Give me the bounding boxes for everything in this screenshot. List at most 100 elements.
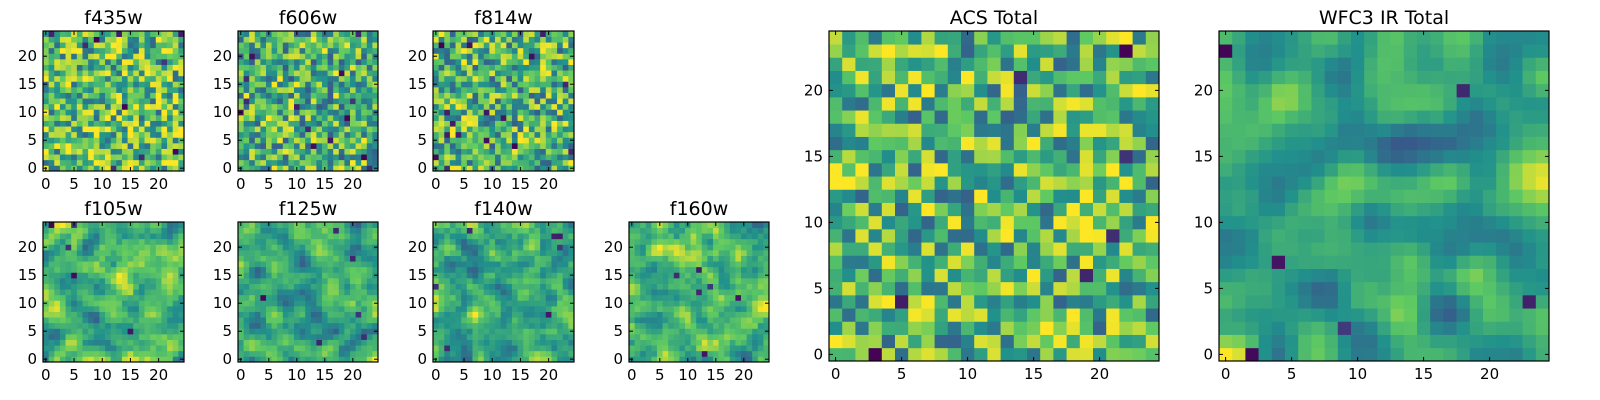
heatmap-cell [254,238,261,245]
heatmap-cell [506,289,513,296]
heatmap-cell [344,92,351,99]
heatmap-cell [338,137,345,144]
heatmap-cell [277,87,284,93]
heatmap-cell [322,59,328,65]
heatmap-cell [523,148,530,155]
heatmap-cell [316,356,323,363]
heatmap-cell [449,250,456,256]
heatmap-cell [260,154,267,161]
heatmap-cell [551,98,558,105]
heatmap-cell [344,98,351,105]
heatmap-cell [161,103,168,110]
heatmap-cell [433,120,439,127]
heatmap-cell [1000,255,1015,269]
heatmap-cell [673,272,680,279]
heatmap-cell [344,322,351,329]
heatmap-cell [150,222,157,228]
heatmap-cell [305,278,312,284]
heatmap-cell [355,283,362,290]
heatmap-cell [121,278,128,284]
heatmap-cell [294,81,300,88]
heatmap-cell [438,159,445,166]
heatmap-cell [472,278,479,284]
heatmap-cell [483,250,490,256]
heatmap-cell [662,328,669,335]
heatmap-cell [517,244,524,251]
heatmap-cell [449,81,456,88]
heatmap-cell [88,317,95,324]
heatmap-cell [540,120,547,127]
heatmap-cell [511,53,518,60]
heatmap-cell [657,317,663,324]
heatmap-cell [534,339,541,346]
heatmap-cell [506,36,513,43]
heatmap-cell [172,306,179,312]
heatmap-cell [372,227,379,234]
heatmap-cell [557,317,564,324]
heatmap-cell [144,283,151,290]
heatmap-cell [266,328,272,335]
heatmap-cell [155,159,162,166]
heatmap-cell [277,328,284,335]
heatmap-cell [724,350,731,357]
heatmap-cell [48,233,55,240]
heatmap-cell [260,131,267,138]
heatmap-cell [724,328,731,335]
heatmap-cell [511,36,518,43]
heatmap-cell [679,244,686,251]
heatmap-cell [1106,268,1120,283]
heatmap-cell [54,131,61,138]
heatmap-cell [568,98,575,105]
heatmap-cell [534,31,541,37]
heatmap-cell [433,92,439,99]
heatmap-cell [934,149,949,164]
heatmap-cell [506,159,513,166]
heatmap-cell [48,109,55,116]
heatmap-cell [568,222,575,228]
heatmap-cell [76,81,83,88]
heatmap-cell [724,322,731,329]
heatmap-cell [500,350,507,357]
heatmap-cell [88,350,95,357]
heatmap-cell [449,222,456,228]
heatmap-cell [344,131,351,138]
heatmap-cell [868,281,883,296]
heatmap-cell [523,339,530,346]
heatmap-cell [685,345,691,352]
heatmap-cell [483,350,490,357]
heatmap-cell [116,87,123,93]
heatmap-cell [105,131,112,138]
heatmap-cell [127,87,134,93]
heatmap-cell [299,109,306,116]
heatmap-cell [511,311,518,318]
heatmap-cell [741,300,747,307]
heatmap-cell [881,347,896,362]
heatmap-cell [76,306,83,312]
heatmap-cell [71,103,78,110]
heatmap-cell [868,176,883,190]
heatmap-cell [881,176,896,190]
heatmap-cell [355,227,362,234]
heatmap-cell [344,31,351,37]
heatmap-cell [461,59,468,65]
heatmap-cell [634,261,641,268]
heatmap-cell [178,334,185,340]
heatmap-cell [444,356,451,363]
heatmap-cell [1093,347,1107,362]
heatmap-cell [76,87,83,93]
heatmap-cell [172,289,179,296]
heatmap-cell [495,311,502,318]
heatmap-cell [327,294,334,301]
heatmap-cell [316,59,323,65]
heatmap-cell [372,143,379,149]
heatmap-cell [294,120,300,127]
heatmap-cell [310,137,317,144]
heatmap-cell [322,283,328,290]
heatmap-cell [144,317,151,324]
heatmap-cell [483,238,490,245]
heatmap-cell [271,109,278,116]
heatmap-cell [249,165,256,172]
heatmap-cell [121,53,128,60]
heatmap-cell [455,115,462,121]
heatmap-cell [99,227,106,234]
